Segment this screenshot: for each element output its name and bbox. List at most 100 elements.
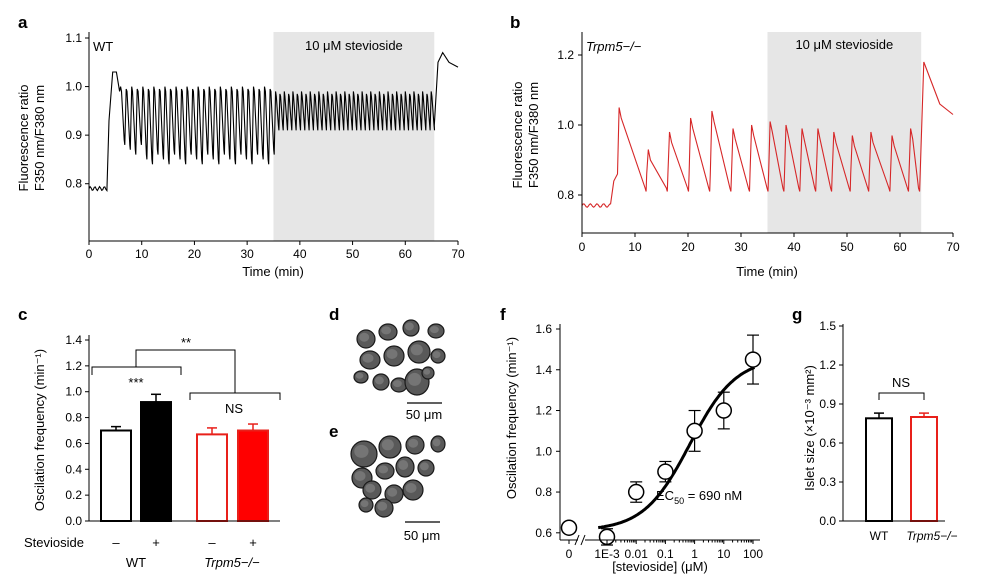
panel-g-y-tick-label: 1.5 xyxy=(819,319,836,333)
panel-f-axes: 0.6 0.8 1.0 1.2 1.4 1.6 0 1E-3 0.01 0.1 1 10 100 xyxy=(535,322,763,561)
panel-a-x-tick-label: 20 xyxy=(188,247,202,261)
panel-f-point xyxy=(560,519,578,536)
panel-a-x-tick-label: 70 xyxy=(451,247,465,261)
islet-texture xyxy=(386,349,398,359)
panel-c-bar xyxy=(196,433,228,522)
panel-b-y-tick-label: 0.8 xyxy=(557,188,574,202)
panel-g-category-label: WT xyxy=(870,529,889,543)
panel-a-y-tick-label: 0.8 xyxy=(65,177,82,191)
panel-c-bar xyxy=(140,401,172,522)
panel-b-x-tick-label: 70 xyxy=(946,240,960,254)
panel-c-ylabel: Oscilation frequency (min⁻¹) xyxy=(32,349,47,511)
panel-f-xlabel: [stevioside] (μM) xyxy=(612,559,708,574)
panel-b-trace xyxy=(581,61,954,208)
panel-f-ylabel: Oscilation frequency (min⁻¹) xyxy=(504,337,519,499)
panel-a-x-tick-label: 30 xyxy=(240,247,254,261)
islet-texture xyxy=(359,332,370,342)
panel-c-label: c xyxy=(18,305,27,324)
islet-texture xyxy=(355,372,364,379)
islet-texture xyxy=(420,462,429,471)
islet-texture xyxy=(360,500,369,508)
panel-b-x-tick-label: 40 xyxy=(787,240,801,254)
panel-a-ylabel-line2: F350 nm/F380 nm xyxy=(32,85,47,191)
panel-g-axes: 0.0 0.3 0.6 0.9 1.2 1.5 xyxy=(819,319,945,528)
islet-texture xyxy=(408,372,422,386)
panel-f-point xyxy=(627,483,645,501)
panel-c-annotation-ko: NS xyxy=(225,401,243,416)
islet-texture xyxy=(408,438,419,448)
panel-f-fit-curve xyxy=(598,366,756,530)
panel-a-label: a xyxy=(18,13,28,32)
panel-f-label: f xyxy=(500,305,506,324)
panel-f-y-tick-label: 1.4 xyxy=(535,363,552,377)
panel-a-trace xyxy=(88,51,459,192)
panel-c-row-label: Stevioside xyxy=(24,535,84,550)
panel-a-x-tick-label: 0 xyxy=(86,247,93,261)
panel-c-bracket-wt xyxy=(91,366,182,375)
panel-a-genotype: WT xyxy=(93,39,113,54)
panel-d-label: d xyxy=(329,305,339,324)
panel-g-category-label: Trpm5−/− xyxy=(906,529,957,543)
panel-f-x-tick-label: 100 xyxy=(743,547,763,561)
panel-b-axes: 0 10 20 30 40 50 60 70 0.8 1.0 1.2 xyxy=(557,32,960,254)
islet-texture xyxy=(354,444,369,458)
panel-f-point xyxy=(686,422,703,440)
islet-texture xyxy=(430,326,439,334)
panel-c-bracket-between xyxy=(135,349,236,393)
panel-a-y-tick-label: 0.9 xyxy=(65,128,82,142)
panel-f-y-tick-label: 1.2 xyxy=(535,404,552,418)
islet-texture xyxy=(362,353,374,363)
panel-b-ylabel-line1: Fluorescence ratio xyxy=(510,82,525,189)
panel-f-point xyxy=(657,463,674,480)
panel-c-y-tick-label: 0.0 xyxy=(65,514,82,528)
panel-c-annotation-between: ** xyxy=(181,335,191,350)
panel-c-significance-brackets: *****NS xyxy=(91,335,281,416)
panel-f-points xyxy=(560,334,762,546)
panel-f-point xyxy=(598,528,616,546)
panel-a-y-tick-label: 1.1 xyxy=(65,31,82,45)
panel-a-x-tick-label: 60 xyxy=(399,247,413,261)
panel-g-y-tick-label: 0.3 xyxy=(819,475,836,489)
panel-b-x-tick-label: 0 xyxy=(579,240,586,254)
panel-c-y-tick-label: 0.8 xyxy=(65,411,82,425)
panel-f-point xyxy=(715,402,733,419)
panel-c-stevioside-sign: + xyxy=(152,535,160,550)
islet-texture xyxy=(423,368,431,375)
panel-c-bar xyxy=(237,429,269,522)
panel-e-label: e xyxy=(329,422,338,441)
panel-c-axes: 0.0 0.2 0.4 0.6 0.8 1.0 1.2 1.4 xyxy=(65,333,280,528)
panel-c-bars: – + – + WT Trpm5−/− xyxy=(100,393,269,570)
panel-f-axis-break xyxy=(574,534,580,546)
panel-b-ylabel-line2: F350 nm/F380 nm xyxy=(526,82,541,188)
panel-b: b 10 μM stevioside Trpm5−/− 0 10 20 30 40 50 6… xyxy=(510,13,960,279)
panel-a-ylabel-line1: Fluorescence ratio xyxy=(16,85,31,192)
panel-c-bar xyxy=(100,429,132,522)
panel-f-y-tick-label: 1.6 xyxy=(535,322,552,336)
panel-g-bar xyxy=(865,417,893,522)
panel-g-y-tick-label: 0.6 xyxy=(819,436,836,450)
panel-c: c – + – + WT Trpm5−/− 0.0 0.2 0.4 0.6 0.8 1.0 1.2 1.… xyxy=(18,305,281,570)
panel-f-ec50: EC50 = 690 nM xyxy=(656,488,742,506)
panel-a-axes: 0 10 20 30 40 50 60 70 0.8 0.9 1.0 1.1 xyxy=(65,31,465,261)
panel-c-group-label: Trpm5−/− xyxy=(204,555,260,570)
panel-c-y-tick-label: 0.4 xyxy=(65,462,82,476)
panel-c-y-tick-label: 1.0 xyxy=(65,385,82,399)
panel-b-label: b xyxy=(510,13,520,32)
panel-f-axis-break xyxy=(580,534,586,546)
panel-f-y-tick-label: 0.6 xyxy=(535,526,552,540)
panel-f-y-tick-label: 0.8 xyxy=(535,485,552,499)
islet-texture xyxy=(410,344,423,356)
panel-g-label: g xyxy=(792,305,802,324)
panel-c-y-tick-label: 1.2 xyxy=(65,359,82,373)
panel-d-scale-text: 50 μm xyxy=(406,407,442,422)
islet-texture xyxy=(398,460,409,470)
panel-d-islet-micrograph xyxy=(353,319,446,396)
islet-texture xyxy=(387,487,398,497)
panel-a-xlabel: Time (min) xyxy=(242,264,304,279)
panel-g-ylabel: Islet size (×10⁻³ mm²) xyxy=(802,365,817,491)
panel-g-bars: WT Trpm5−/− NS xyxy=(865,375,958,543)
islet-texture xyxy=(377,501,388,511)
panel-a-x-tick-label: 40 xyxy=(293,247,307,261)
islet-texture xyxy=(354,471,366,481)
